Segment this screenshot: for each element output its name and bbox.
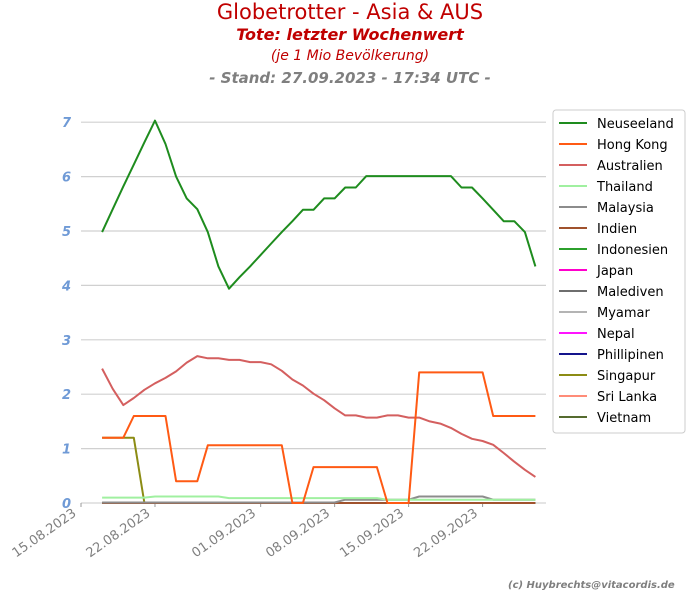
legend-label: Japan bbox=[596, 264, 633, 279]
chart-note: (je 1 Mio Bevölkerung) bbox=[270, 48, 430, 64]
y-tick-label: 5 bbox=[62, 225, 71, 240]
legend-label: Australien bbox=[597, 159, 663, 174]
legend-label: Indonesien bbox=[597, 243, 668, 258]
chart-subtitle: Tote: letzter Wochenwert bbox=[236, 25, 464, 44]
x-tick-label: 22.08.2023 bbox=[84, 506, 154, 561]
series-line-neuseeland bbox=[101, 119, 537, 290]
series-line-malaysia bbox=[102, 495, 536, 504]
legend-label: Indien bbox=[597, 222, 637, 237]
legend-label: Malediven bbox=[597, 285, 664, 300]
legend-label: Sri Lanka bbox=[597, 390, 657, 405]
axes: 0 1 2 3 4 5 6 7 15.08.2023 22.08.2023 01.09.2023 08… bbox=[10, 116, 546, 561]
chart-title: Globetrotter - Asia & AUS bbox=[216, 0, 484, 24]
series-line-hong-kong bbox=[102, 371, 536, 504]
x-tick-label: 01.09.2023 bbox=[189, 506, 259, 561]
legend-label: Thailand bbox=[596, 180, 653, 195]
legend-label: Singapur bbox=[597, 369, 656, 384]
x-tick-label: 15.09.2023 bbox=[337, 506, 407, 561]
y-tick-label: 2 bbox=[62, 388, 71, 403]
chart-stand: - Stand: 27.09.2023 - 17:34 UTC - bbox=[209, 69, 491, 87]
y-tick-label: 4 bbox=[61, 279, 71, 294]
series-line-thailand bbox=[102, 495, 536, 501]
series-line-singapur bbox=[102, 436, 536, 504]
legend-label: Hong Kong bbox=[597, 138, 668, 153]
legend-label: Myamar bbox=[597, 306, 651, 321]
y-tick-label: 3 bbox=[62, 334, 71, 349]
legend-label: Nepal bbox=[597, 327, 635, 342]
series-line-australien bbox=[101, 355, 536, 478]
y-tick-label: 0 bbox=[62, 497, 71, 512]
legend: Neuseeland Hong Kong Australien Thailand Mal… bbox=[552, 109, 686, 434]
legend-box bbox=[552, 109, 686, 434]
series-lines bbox=[101, 119, 537, 504]
legend-label: Malaysia bbox=[597, 201, 654, 216]
x-tick-label: 22.09.2023 bbox=[411, 506, 481, 561]
legend-label: Phillipinen bbox=[597, 348, 664, 363]
y-tick-label: 7 bbox=[62, 116, 72, 131]
legend-label: Vietnam bbox=[597, 411, 651, 426]
y-tick-label: 6 bbox=[62, 171, 71, 186]
x-tick-label: 08.09.2023 bbox=[263, 506, 333, 561]
x-tick-label: 15.08.2023 bbox=[10, 506, 80, 561]
grid-lines bbox=[81, 121, 546, 450]
credit-text: (c) Huybrechts@vitacordis.de bbox=[508, 580, 675, 591]
y-tick-label: 1 bbox=[62, 443, 71, 458]
legend-label: Neuseeland bbox=[597, 117, 674, 132]
